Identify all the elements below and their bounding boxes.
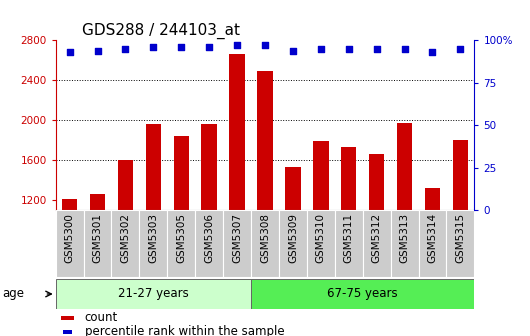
Bar xyxy=(425,188,440,320)
Text: GSM5305: GSM5305 xyxy=(176,213,186,263)
Bar xyxy=(146,124,161,320)
Text: GSM5311: GSM5311 xyxy=(344,213,354,263)
Point xyxy=(93,48,102,53)
Text: GSM5308: GSM5308 xyxy=(260,213,270,263)
Text: GSM5300: GSM5300 xyxy=(65,213,75,263)
Text: 67-75 years: 67-75 years xyxy=(328,288,398,300)
Text: GSM5310: GSM5310 xyxy=(316,213,326,263)
Bar xyxy=(419,210,446,277)
Bar xyxy=(62,199,77,320)
Bar xyxy=(167,210,195,277)
Text: GSM5302: GSM5302 xyxy=(120,213,130,263)
Text: GSM5307: GSM5307 xyxy=(232,213,242,263)
Text: GSM5309: GSM5309 xyxy=(288,213,298,263)
Point xyxy=(205,44,214,50)
Bar xyxy=(341,147,356,320)
Bar xyxy=(139,210,167,277)
Bar xyxy=(285,167,301,320)
Bar xyxy=(453,140,468,320)
Point xyxy=(316,46,325,51)
Point xyxy=(289,48,297,53)
Text: GDS288 / 244103_at: GDS288 / 244103_at xyxy=(82,23,240,39)
Bar xyxy=(195,210,223,277)
Bar xyxy=(223,210,251,277)
Point xyxy=(233,43,241,48)
Bar xyxy=(391,210,419,277)
Point xyxy=(261,43,269,48)
Point xyxy=(400,46,409,51)
Text: GSM5301: GSM5301 xyxy=(93,213,102,263)
Point xyxy=(428,49,437,55)
Bar xyxy=(258,71,272,320)
Text: count: count xyxy=(85,311,118,324)
Bar xyxy=(84,210,111,277)
Bar xyxy=(56,210,84,277)
Text: age: age xyxy=(3,288,25,300)
Bar xyxy=(229,54,245,320)
Text: GSM5303: GSM5303 xyxy=(148,213,158,263)
Point xyxy=(65,49,74,55)
Bar xyxy=(313,141,329,320)
Bar xyxy=(118,160,133,320)
Bar xyxy=(90,194,105,320)
Bar xyxy=(251,210,279,277)
Bar xyxy=(397,123,412,320)
Bar xyxy=(111,210,139,277)
Text: GSM5315: GSM5315 xyxy=(455,213,465,263)
Bar xyxy=(335,210,363,277)
Point xyxy=(121,46,130,51)
Text: percentile rank within the sample: percentile rank within the sample xyxy=(85,326,285,336)
Bar xyxy=(56,279,251,309)
Point xyxy=(456,46,465,51)
Bar xyxy=(201,124,217,320)
Point xyxy=(344,46,353,51)
Bar xyxy=(174,136,189,320)
Text: GSM5306: GSM5306 xyxy=(204,213,214,263)
Bar xyxy=(251,279,474,309)
Point xyxy=(177,44,186,50)
Point xyxy=(149,44,157,50)
Bar xyxy=(446,210,474,277)
Bar xyxy=(279,210,307,277)
Bar xyxy=(307,210,335,277)
Text: GSM5312: GSM5312 xyxy=(372,213,382,263)
Text: GSM5313: GSM5313 xyxy=(400,213,410,263)
Bar xyxy=(363,210,391,277)
Point xyxy=(373,46,381,51)
Text: 21-27 years: 21-27 years xyxy=(118,288,189,300)
Text: GSM5314: GSM5314 xyxy=(428,213,437,263)
Bar xyxy=(369,154,384,320)
